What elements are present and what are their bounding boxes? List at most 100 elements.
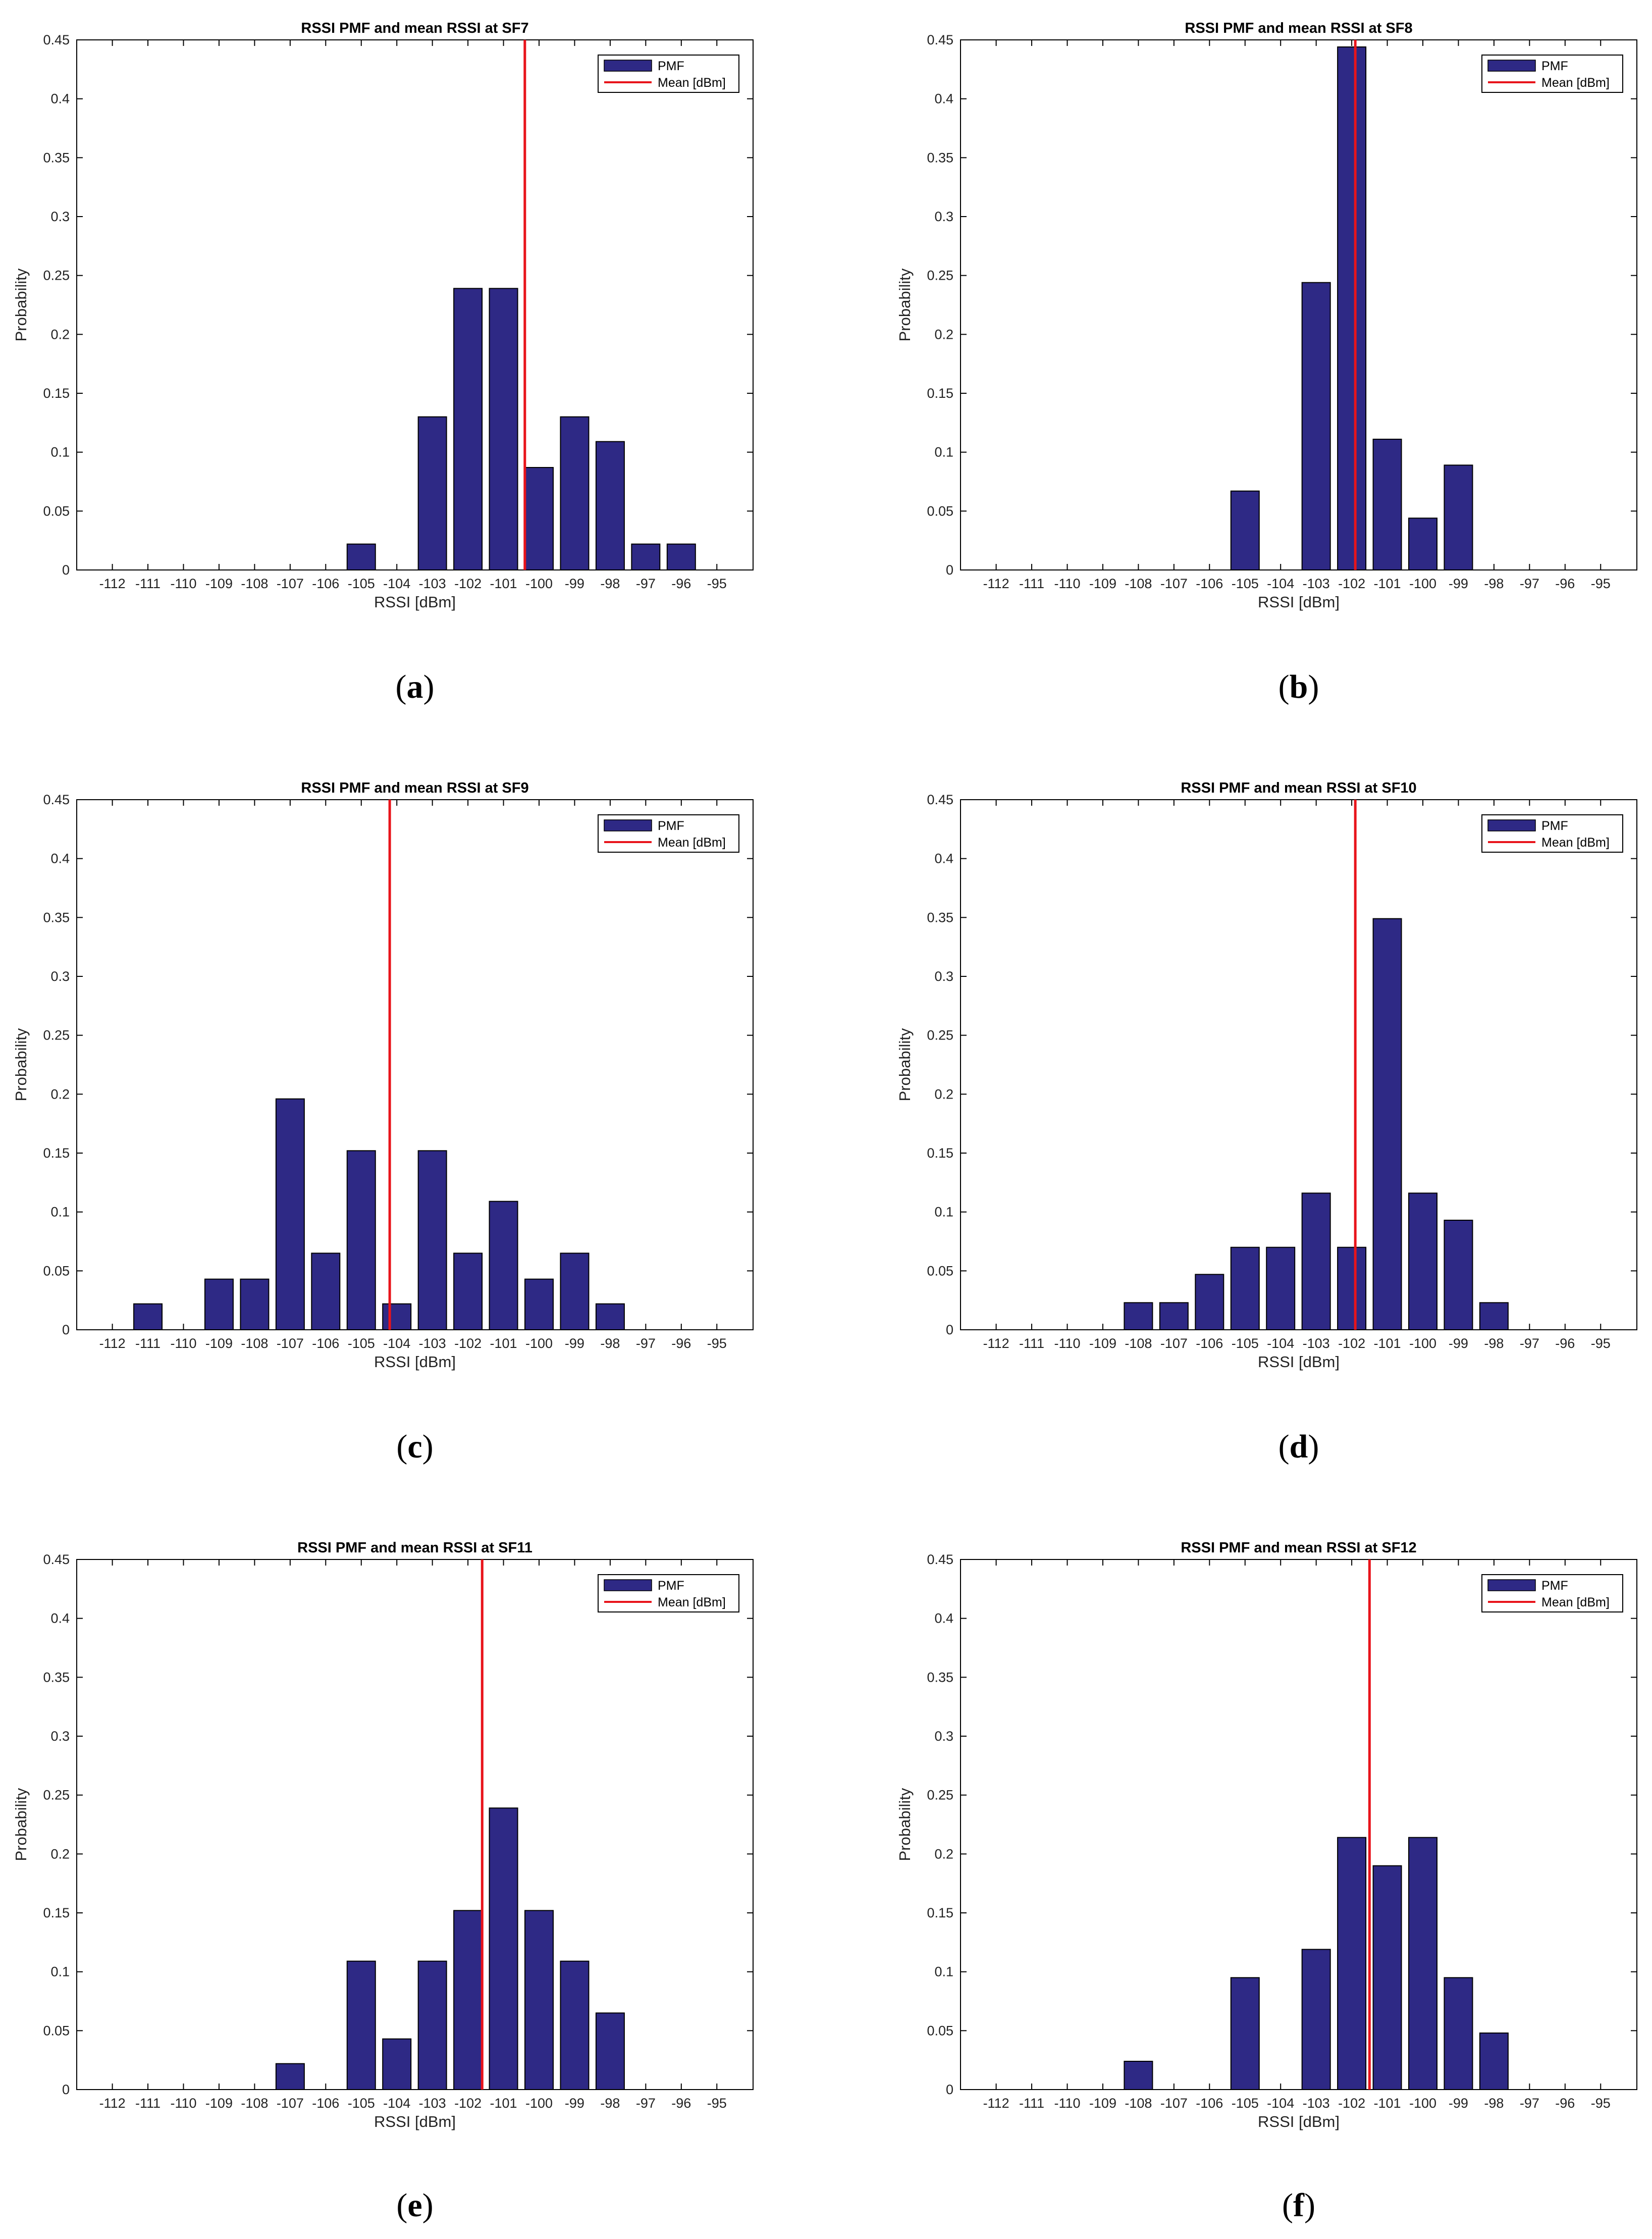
x-tick-label: -99 — [1449, 1336, 1468, 1351]
bar--106 — [311, 1253, 341, 1330]
legend: PMF Mean [dBm] — [1481, 814, 1623, 853]
y-tick-label: 0.05 — [43, 2023, 70, 2038]
bar--99 — [1444, 1220, 1473, 1330]
bar--103 — [1301, 282, 1331, 570]
x-tick-label: -103 — [419, 1336, 446, 1351]
y-axis-label: Probability — [896, 1028, 914, 1101]
x-tick-label: -105 — [1232, 2096, 1259, 2111]
bar--100 — [1408, 517, 1437, 571]
legend-pmf-swatch — [604, 819, 652, 831]
bar--106 — [1195, 1274, 1224, 1330]
x-tick-label: -98 — [600, 2096, 620, 2111]
x-tick-label: -95 — [707, 576, 727, 591]
legend: PMF Mean [dBm] — [598, 55, 739, 93]
x-tick-label: -106 — [1196, 576, 1223, 591]
x-axis-label: RSSI [dBm] — [374, 2113, 456, 2130]
x-tick-label: -110 — [1054, 1336, 1080, 1351]
chart-title: RSSI PMF and mean RSSI at SF7 — [301, 20, 528, 36]
bar--105 — [346, 543, 376, 570]
y-axis-label: Probability — [12, 1028, 30, 1101]
x-tick-label: -109 — [205, 576, 233, 591]
x-axis-label: RSSI [dBm] — [1258, 1353, 1340, 1371]
x-tick-label: -110 — [170, 1336, 196, 1351]
x-tick-label: -100 — [525, 2096, 553, 2111]
x-tick-label: -107 — [277, 576, 304, 591]
y-tick-label: 0.15 — [43, 1145, 70, 1161]
bar--104 — [382, 2038, 412, 2091]
bar--103 — [417, 1960, 447, 2091]
legend-mean-label: Mean [dBm] — [1541, 76, 1610, 90]
plot-area — [960, 39, 1637, 570]
x-tick-label: -112 — [99, 576, 126, 591]
y-tick-label: 0.15 — [43, 1905, 70, 1920]
bar--102 — [453, 1253, 483, 1330]
plot-area — [960, 1559, 1637, 2090]
y-tick-label: 0.25 — [43, 1788, 70, 1803]
y-tick-label: 0.35 — [43, 1670, 70, 1685]
bar--98 — [1479, 2033, 1509, 2090]
x-axis-label: RSSI [dBm] — [374, 593, 456, 611]
bar--99 — [560, 1253, 590, 1330]
bar--97 — [631, 543, 661, 570]
x-tick-label: -110 — [1054, 576, 1080, 591]
x-tick-label: -101 — [490, 576, 517, 591]
y-tick-label: 0.05 — [927, 1263, 953, 1278]
legend-pmf-label: PMF — [658, 1579, 684, 1593]
x-tick-label: -108 — [1125, 576, 1152, 591]
bar--102 — [453, 288, 483, 570]
legend-pmf-label: PMF — [1541, 59, 1568, 73]
chart-title: RSSI PMF and mean RSSI at SF12 — [1181, 1540, 1416, 1556]
legend-mean-label: Mean [dBm] — [1541, 836, 1610, 850]
legend: PMF Mean [dBm] — [1481, 1574, 1623, 1612]
bar--102 — [1337, 1246, 1367, 1331]
x-tick-label: -102 — [1338, 2096, 1365, 2111]
x-tick-label: -100 — [1409, 576, 1436, 591]
x-tick-label: -96 — [1555, 2096, 1575, 2111]
x-tick-label: -102 — [1338, 1336, 1365, 1351]
x-tick-label: -112 — [983, 2096, 1009, 2111]
x-tick-label: -109 — [205, 1336, 233, 1351]
y-tick-label: 0.1 — [934, 1964, 953, 1980]
y-tick-label: 0.25 — [927, 1028, 953, 1043]
x-tick-label: -106 — [1196, 1336, 1223, 1351]
x-tick-label: -102 — [454, 2096, 482, 2111]
panel-caption: (a) — [396, 668, 435, 705]
x-tick-label: -97 — [636, 2096, 656, 2111]
plot-area — [76, 39, 754, 570]
bar--100 — [1408, 1837, 1437, 2091]
x-tick-label: -106 — [312, 2096, 339, 2111]
bar--108 — [240, 1278, 270, 1331]
plot-area — [76, 799, 754, 1330]
x-tick-label: -104 — [383, 2096, 410, 2111]
y-axis-label: Probability — [12, 1788, 30, 1861]
bar--102 — [1337, 1837, 1367, 2091]
y-tick-label: 0.25 — [927, 1788, 953, 1803]
x-tick-label: -108 — [241, 576, 268, 591]
x-tick-label: -109 — [1089, 1336, 1116, 1351]
x-tick-label: -100 — [1409, 1336, 1436, 1351]
panel-caption: (b) — [1278, 668, 1319, 705]
y-tick-label: 0 — [946, 562, 953, 578]
y-tick-label: 0.1 — [50, 445, 70, 460]
x-tick-label: -112 — [99, 2096, 126, 2111]
x-axis-label: RSSI [dBm] — [1258, 593, 1340, 611]
x-tick-label: -104 — [383, 1336, 410, 1351]
x-tick-label: -107 — [277, 1336, 304, 1351]
x-tick-label: -110 — [1054, 2096, 1080, 2111]
chart-panel-e: RSSI PMF and mean RSSI at SF11 0 0.05 0.1 0.… — [12, 1540, 754, 2130]
x-tick-label: -106 — [312, 1336, 339, 1351]
x-tick-label: -107 — [1160, 2096, 1188, 2111]
x-tick-label: -102 — [1338, 576, 1365, 591]
x-tick-label: -104 — [1267, 1336, 1294, 1351]
x-tick-label: -104 — [383, 576, 410, 591]
panel-caption: (e) — [396, 2187, 433, 2224]
y-tick-label: 0 — [62, 1322, 70, 1337]
x-tick-label: -108 — [1125, 1336, 1152, 1351]
x-tick-label: -103 — [1303, 2096, 1330, 2111]
x-tick-label: -104 — [1267, 576, 1294, 591]
bar--103 — [1301, 1949, 1331, 2090]
y-tick-label: 0.4 — [50, 91, 70, 107]
chart-title: RSSI PMF and mean RSSI at SF9 — [301, 780, 528, 796]
bar--100 — [1408, 1192, 1437, 1330]
legend-pmf-swatch — [1487, 60, 1536, 72]
